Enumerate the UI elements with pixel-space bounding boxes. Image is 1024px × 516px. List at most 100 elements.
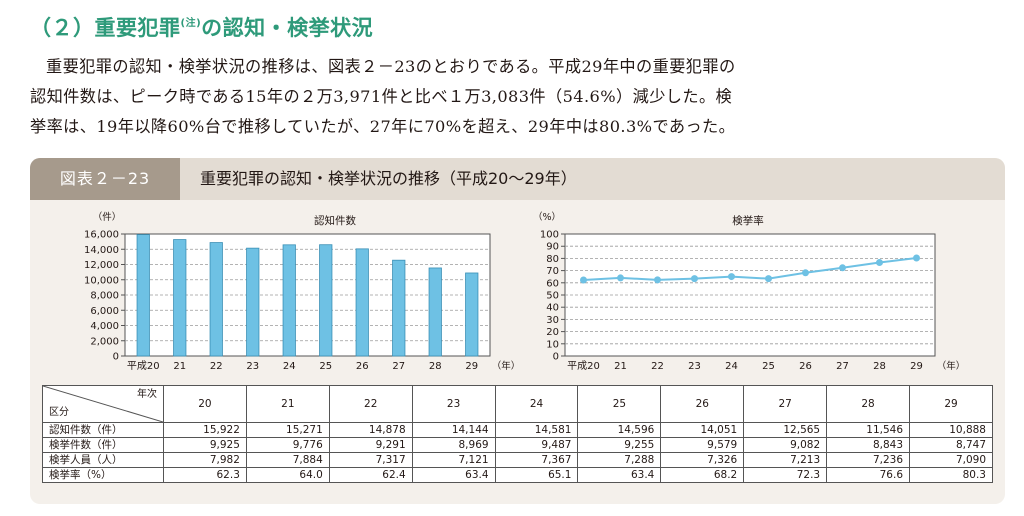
section-number: （２） [30,16,95,40]
table-cell: 80.3 [909,467,993,483]
x-tick-label: 平成20 [127,360,160,372]
table-cell: 9,925 [163,437,247,453]
corner-diagonal [43,386,163,422]
table-cell: 9,291 [328,437,413,453]
table-row-label: 検挙人員（人） [42,452,164,468]
x-tick-label: 28 [429,361,442,372]
table-cell: 7,884 [245,452,330,468]
x-tick-label: 24 [725,361,738,372]
bar [173,239,187,357]
data-point [580,276,587,284]
x-axis-unit: （年） [937,360,966,372]
table-cell: 7,982 [163,452,247,468]
y-tick-label: 90 [546,242,559,253]
table-year-header: 27 [743,385,828,423]
y-tick-label: 14,000 [84,245,119,256]
table-cell: 76.6 [826,467,911,483]
table-cell: 7,213 [743,452,828,468]
x-tick-label: 25 [319,361,332,372]
table-cell: 68.2 [660,467,745,483]
table-cell: 9,255 [577,437,662,453]
table-cell: 64.0 [245,467,330,483]
table-year-header: 28 [826,385,911,423]
table-year-header: 23 [411,385,496,423]
bar [319,244,333,357]
body-paragraph: 重要犯罪の認知・検挙状況の推移は、図表２－23のとおりである。平成29年中の重要… [30,52,1005,142]
table-cell: 11,546 [826,422,911,438]
table-year-header: 29 [909,385,993,423]
table-cell: 9,487 [494,437,579,453]
section-heading: （２）重要犯罪(注)の認知・検挙状況 [30,12,373,42]
x-tick-label: 26 [799,361,812,372]
y-tick-label: 6,000 [90,306,119,317]
table-cell: 12,565 [743,422,828,438]
table-cell: 9,579 [660,437,745,453]
table-cell: 14,051 [660,422,745,438]
paragraph-line-1: 重要犯罪の認知・検挙状況の推移は、図表２－23のとおりである。平成29年中の重要… [46,57,736,76]
table-cell: 14,878 [328,422,413,438]
bar [465,272,479,357]
x-tick-label: 21 [173,361,186,372]
bar [246,247,260,357]
table-cell: 7,317 [328,452,413,468]
table-year-header: 26 [660,385,745,423]
x-tick-label: 23 [688,361,701,372]
corner-year-label: 年次 [137,389,157,400]
bar [136,234,150,357]
corner-category-label: 区分 [49,407,69,418]
table-cell: 8,747 [909,437,993,453]
x-tick-label: 28 [873,361,886,372]
y-tick-label: 40 [546,303,559,314]
table-cell: 7,367 [494,452,579,468]
y-tick-label: 4,000 [90,321,119,332]
data-point [802,269,809,277]
table-year-header: 20 [163,385,247,423]
y-tick-label: 60 [546,278,559,289]
figure-header: 図表２－23 重要犯罪の認知・検挙状況の推移（平成20〜29年） [30,158,1005,200]
data-point [765,275,772,283]
y-tick-label: 100 [540,230,559,241]
table-cell: 7,090 [909,452,993,468]
data-point [913,254,920,262]
data-point [617,274,624,282]
table-row: 検挙人員（人） 7,982 7,884 7,317 7,121 7,367 7,288 7,3… [42,452,993,468]
table-row: 認知件数（件） 15,922 15,271 14,878 14,144 14,581 14,… [42,422,993,438]
x-tick-label: 23 [246,361,259,372]
y-tick-label: 50 [546,291,559,302]
figure-panel: 図表２－23 重要犯罪の認知・検挙状況の推移（平成20〜29年） 認知件数 （件）… [30,158,1005,504]
x-tick-label: 24 [283,361,296,372]
y-tick-label: 16,000 [84,230,119,241]
section-title-rest: の認知・検挙状況 [201,16,374,40]
table-cell: 7,288 [577,452,662,468]
table-cell: 14,596 [577,422,662,438]
table-cell: 72.3 [743,467,828,483]
x-axis-unit: （年） [492,360,521,372]
table-corner-cell: 年次 区分 [42,385,164,423]
table-cell: 63.4 [577,467,662,483]
y-tick-label: 0 [553,352,559,363]
x-tick-label: 26 [356,361,369,372]
x-tick-label: 21 [614,361,627,372]
section-title-note: (注) [180,18,202,29]
section-title-main: 重要犯罪 [94,16,181,40]
x-tick-label: 29 [910,361,923,372]
y-tick-label: 8,000 [90,291,119,302]
table-row-label: 検挙件数（件） [42,437,164,453]
table-cell: 63.4 [411,467,496,483]
x-tick-label: 平成20 [567,360,600,372]
figure-title: 重要犯罪の認知・検挙状況の推移（平成20〜29年） [200,169,577,188]
bar [392,259,406,357]
table-cell: 62.4 [328,467,413,483]
y-tick-label: 10 [546,339,559,350]
table-row-label: 認知件数（件） [42,422,164,438]
table-year-header: 22 [328,385,413,423]
table-cell: 10,888 [909,422,993,438]
y-axis-unit: （%） [533,211,561,223]
data-table: 年次 区分 20 21 22 23 24 25 26 27 28 29 認知件数（件） 15,922… [42,385,993,483]
x-tick-label: 22 [210,361,223,372]
data-point [654,276,661,284]
bar [209,242,223,357]
table-cell: 15,271 [245,422,330,438]
series-line [583,257,917,281]
chart-title: 検挙率 [732,214,764,227]
